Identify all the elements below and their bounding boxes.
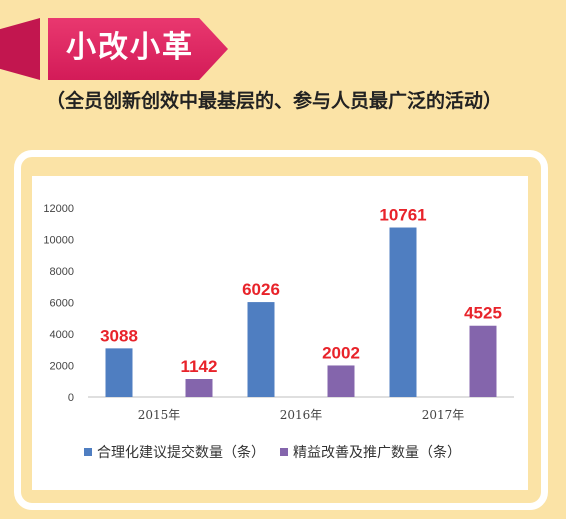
bar-1 [105, 348, 133, 397]
banner-ribbon-tail [0, 18, 40, 80]
x-tick-label: 2015年 [138, 408, 181, 422]
y-tick-label: 12000 [43, 203, 74, 215]
legend-label-2: 精益改善及推广数量（条） [293, 444, 461, 461]
x-tick-label: 2016年 [280, 408, 323, 422]
legend-label-1: 合理化建议提交数量（条） [97, 444, 265, 461]
bar-1 [247, 302, 275, 397]
y-tick-label: 8000 [50, 266, 74, 278]
bar-2 [185, 379, 213, 397]
title-banner: 小改小革 [0, 18, 240, 80]
y-tick-label: 2000 [50, 361, 74, 373]
data-label: 6026 [242, 280, 280, 299]
legend-swatch-2 [280, 448, 288, 456]
y-tick-label: 4000 [50, 329, 74, 341]
x-tick-label: 2017年 [422, 408, 465, 422]
page-title: 小改小革 [66, 30, 194, 65]
y-tick-label: 10000 [43, 235, 74, 247]
chart-panel: 0 2000 4000 6000 8000 10000 12000 2015年 3088 1142… [32, 176, 528, 490]
y-tick-label: 0 [68, 392, 74, 404]
data-label: 1142 [181, 357, 218, 376]
legend-swatch-1 [84, 448, 92, 456]
banner-arrow [48, 18, 228, 80]
page-subtitle: （全员创新创效中最基层的、参与人员最广泛的活动） [46, 90, 503, 112]
data-label: 3088 [100, 326, 138, 345]
bar-1 [389, 227, 417, 397]
data-label: 2002 [322, 343, 360, 362]
bar-chart: 0 2000 4000 6000 8000 10000 12000 2015年 3088 1142… [43, 203, 514, 461]
bar-2 [327, 365, 355, 397]
bar-2 [469, 325, 497, 397]
y-tick-label: 6000 [50, 298, 74, 310]
data-label: 10761 [379, 206, 426, 225]
data-label: 4525 [464, 304, 502, 323]
